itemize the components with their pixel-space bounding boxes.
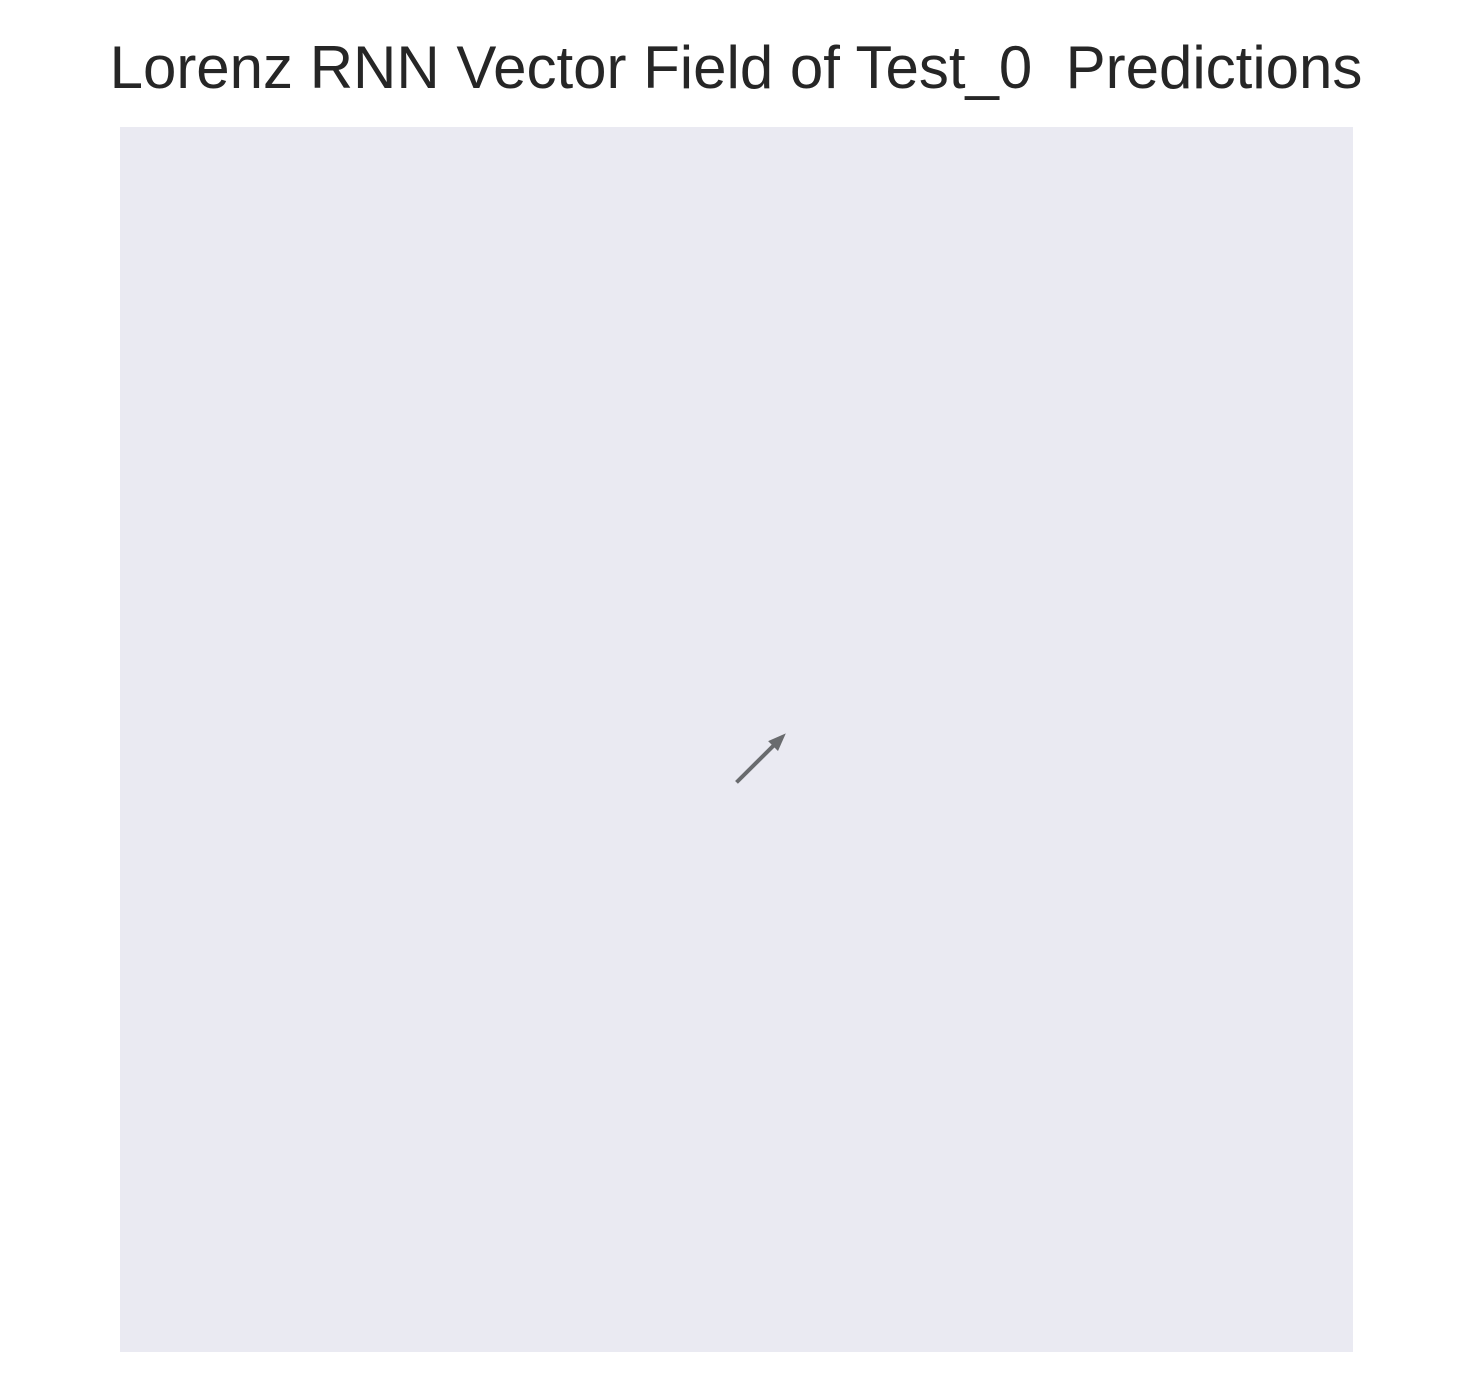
vector-arrow-shaft [735, 743, 776, 784]
arrows-layer [735, 733, 786, 784]
vector-arrow-head [768, 733, 786, 752]
chart-title: Lorenz RNN Vector Field of Test_0 Predic… [109, 34, 1363, 101]
vector-arrow [735, 733, 786, 784]
plot-area [120, 127, 1353, 1352]
